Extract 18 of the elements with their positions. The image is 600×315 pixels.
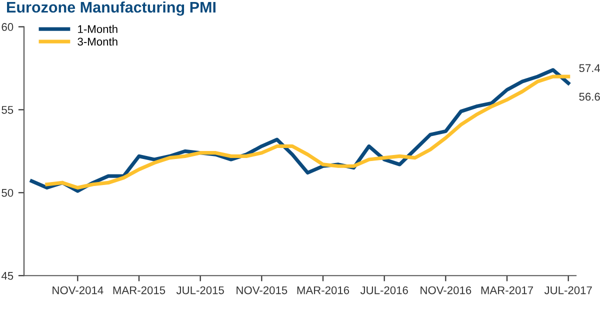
legend-label: 1-Month bbox=[78, 24, 118, 34]
y-tick-label: 45 bbox=[1, 272, 14, 280]
y-tick-label: 55 bbox=[2, 106, 14, 114]
x-tick-label: NOV-2015 bbox=[236, 286, 288, 294]
y-tick-label: 60 bbox=[2, 23, 14, 31]
x-tick-label: JUL-2015 bbox=[176, 286, 224, 294]
x-tick-label: NOV-2016 bbox=[420, 286, 472, 294]
x-tick-label: MAR-2015 bbox=[113, 286, 166, 294]
y-tick-label: 50 bbox=[2, 188, 14, 197]
x-tick-label: JUL-2017 bbox=[544, 286, 592, 294]
x-tick-label: MAR-2016 bbox=[297, 286, 350, 294]
x-tick-label: NOV-2014 bbox=[52, 286, 104, 294]
x-tick-label: MAR-2017 bbox=[481, 286, 533, 294]
legend-label: 3-Month bbox=[78, 37, 118, 46]
text: 57.4 bbox=[579, 64, 600, 72]
x-tick-label: JUL-2016 bbox=[360, 286, 408, 294]
text: 56.6 bbox=[579, 92, 600, 101]
chart-title: Eurozone Manufacturing PMI bbox=[7, 1, 216, 16]
